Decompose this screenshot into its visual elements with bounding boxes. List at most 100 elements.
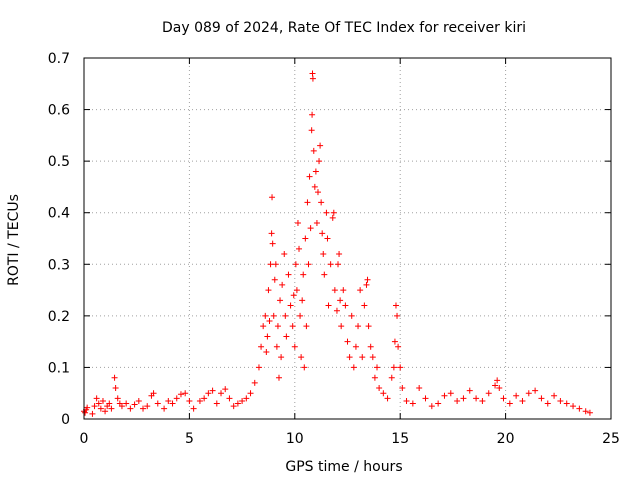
- data-point: [376, 385, 383, 392]
- data-point: [287, 302, 294, 309]
- data-point: [304, 199, 311, 206]
- data-point: [275, 374, 282, 381]
- data-point: [281, 250, 288, 257]
- data-point: [218, 390, 225, 397]
- data-point: [336, 250, 343, 257]
- data-point: [106, 400, 113, 407]
- data-point: [500, 395, 507, 402]
- data-point: [492, 382, 499, 389]
- data-point: [264, 333, 271, 340]
- data-point: [544, 400, 551, 407]
- data-point: [272, 261, 279, 268]
- data-point: [230, 403, 237, 410]
- x-tick-label: 25: [602, 431, 620, 447]
- data-point: [161, 405, 168, 412]
- x-tick-label: 15: [391, 431, 409, 447]
- data-point: [305, 261, 312, 268]
- data-point: [190, 405, 197, 412]
- data-point: [557, 397, 564, 404]
- data-point: [359, 354, 366, 361]
- data-point: [274, 323, 281, 330]
- data-point: [278, 354, 285, 361]
- data-point: [563, 400, 570, 407]
- data-point: [293, 287, 300, 294]
- data-point: [307, 225, 314, 232]
- axis-ticks: 0 5 10 15 20 25 0 0.1 0.2 0.3 0.4 0.5 0.6 0.7: [48, 51, 620, 447]
- data-point: [150, 390, 157, 397]
- data-point: [140, 405, 147, 412]
- data-point: [173, 395, 180, 402]
- y-tick-label: 0: [61, 412, 70, 428]
- data-point: [513, 392, 520, 399]
- data-point: [234, 400, 241, 407]
- data-point: [209, 387, 216, 394]
- data-point: [306, 173, 313, 180]
- data-point: [283, 333, 290, 340]
- data-point: [265, 287, 272, 294]
- data-point: [282, 312, 289, 319]
- data-point: [243, 395, 250, 402]
- data-point: [380, 390, 387, 397]
- data-point: [525, 390, 532, 397]
- data-point: [374, 364, 381, 371]
- data-point: [409, 400, 416, 407]
- data-point: [342, 302, 349, 309]
- data-point: [355, 323, 362, 330]
- x-tick-label: 10: [286, 431, 304, 447]
- data-point: [114, 395, 121, 402]
- data-point: [291, 343, 298, 350]
- data-point: [441, 392, 448, 399]
- data-point: [428, 403, 435, 410]
- data-point: [390, 364, 397, 371]
- data-point: [586, 409, 593, 416]
- data-point: [303, 323, 310, 330]
- data-point: [186, 397, 193, 404]
- y-tick-label: 0.5: [48, 154, 70, 170]
- data-point: [496, 385, 503, 392]
- data-point: [205, 390, 212, 397]
- data-point: [222, 386, 229, 393]
- data-point: [331, 287, 338, 294]
- data-point: [290, 292, 297, 299]
- data-point: [532, 387, 539, 394]
- data-point: [551, 392, 558, 399]
- data-point: [312, 168, 319, 175]
- data-point: [93, 395, 100, 402]
- data-point: [435, 400, 442, 407]
- data-point: [95, 400, 102, 407]
- data-point: [309, 111, 316, 118]
- data-point: [346, 354, 353, 361]
- data-point: [485, 390, 492, 397]
- data-point: [365, 323, 372, 330]
- data-point: [144, 403, 151, 410]
- data-point: [309, 75, 316, 82]
- data-point: [519, 397, 526, 404]
- plot-frame: [83, 57, 612, 420]
- data-point: [348, 312, 355, 319]
- data-point: [268, 230, 275, 237]
- data-point: [270, 312, 277, 319]
- data-point: [538, 395, 545, 402]
- data-point: [269, 240, 276, 247]
- data-point: [324, 235, 331, 242]
- data-point: [309, 70, 316, 77]
- data-point: [369, 354, 376, 361]
- data-point: [279, 281, 286, 288]
- data-point: [357, 287, 364, 294]
- data-point: [350, 364, 357, 371]
- data-point: [89, 410, 96, 417]
- data-point: [325, 302, 332, 309]
- data-point: [479, 397, 486, 404]
- data-point: [454, 397, 461, 404]
- data-point: [213, 400, 220, 407]
- x-axis-label: GPS time / hours: [285, 459, 402, 475]
- data-point: [371, 374, 378, 381]
- data-point: [273, 343, 280, 350]
- data-point: [251, 379, 258, 386]
- data-point: [258, 343, 265, 350]
- data-point: [131, 401, 138, 408]
- y-tick-label: 0.6: [48, 103, 70, 119]
- data-point: [289, 323, 296, 330]
- y-tick-label: 0.7: [48, 51, 70, 67]
